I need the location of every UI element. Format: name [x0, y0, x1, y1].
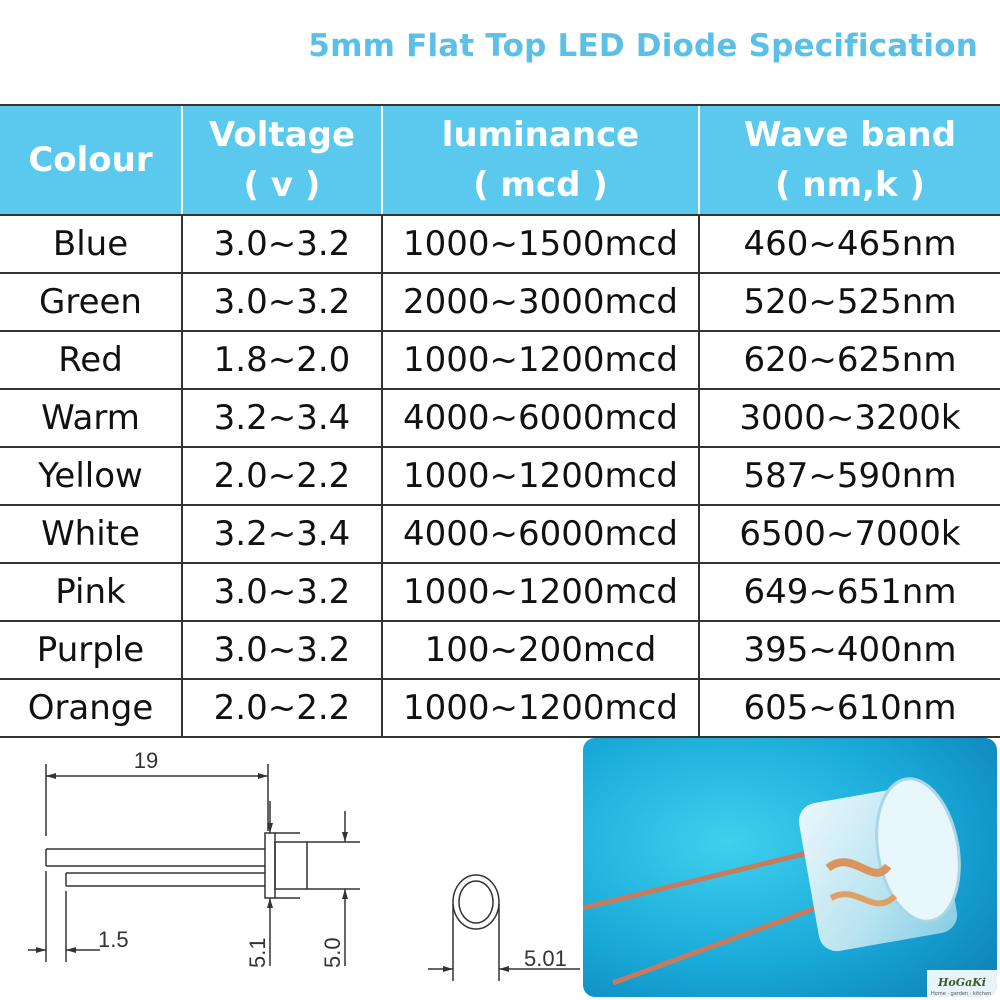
spec-table: Colour Voltage ( v ) luminance ( mcd ) W… [0, 104, 1000, 738]
cell-voltage: 2.0~2.2 [181, 447, 382, 506]
cell-voltage: 3.2~3.4 [181, 505, 382, 564]
table-row: Orange 2.0~2.2 1000~1200mcd 605~610nm [0, 679, 1000, 738]
cell-wave-band: 460~465nm [698, 215, 1000, 274]
cell-wave-band: 605~610nm [698, 679, 1000, 738]
cell-colour: Warm [0, 389, 182, 448]
header-wave-band: Wave band ( nm,k ) [698, 104, 1000, 216]
dim-body-dia-label: 5.0 [320, 937, 345, 968]
table-row: Green 3.0~3.2 2000~3000mcd 520~525nm [0, 273, 1000, 332]
table-row: White 3.2~3.4 4000~6000mcd 6500~7000k [0, 505, 1000, 564]
product-photo: HoGaKi Home · garden · kitchen [583, 738, 997, 997]
cell-colour: Blue [0, 215, 182, 274]
dim-pin-offset-label: 1.5 [98, 927, 129, 952]
table-row: Purple 3.0~3.2 100~200mcd 395~400nm [0, 621, 1000, 680]
header-row: Colour Voltage ( v ) luminance ( mcd ) W… [0, 104, 1000, 216]
cell-voltage: 3.0~3.2 [181, 563, 382, 622]
dimension-drawing: 19 1.5 5.01 5.1 5.0 [28, 748, 580, 981]
cell-luminance: 100~200mcd [381, 621, 699, 680]
cell-colour: Yellow [0, 447, 182, 506]
cell-colour: Orange [0, 679, 182, 738]
cell-voltage: 3.0~3.2 [181, 215, 382, 274]
header-voltage: Voltage ( v ) [181, 104, 382, 216]
svg-text:Home · garden · kitchen: Home · garden · kitchen [931, 991, 991, 997]
cell-voltage: 1.8~2.0 [181, 331, 382, 390]
cell-voltage: 3.0~3.2 [181, 621, 382, 680]
table-row: Warm 3.2~3.4 4000~6000mcd 3000~3200k [0, 389, 1000, 448]
cell-wave-band: 520~525nm [698, 273, 1000, 332]
cell-colour: Pink [0, 563, 182, 622]
cell-wave-band: 587~590nm [698, 447, 1000, 506]
table-row: Blue 3.0~3.2 1000~1500mcd 460~465nm [0, 215, 1000, 274]
cell-wave-band: 620~625nm [698, 331, 1000, 390]
table-row: Yellow 2.0~2.2 1000~1200mcd 587~590nm [0, 447, 1000, 506]
cell-colour: White [0, 505, 182, 564]
cell-luminance: 1000~1200mcd [381, 447, 699, 506]
cell-wave-band: 3000~3200k [698, 389, 1000, 448]
cell-luminance: 1000~1200mcd [381, 563, 699, 622]
cell-luminance: 4000~6000mcd [381, 389, 699, 448]
page-title: 5mm Flat Top LED Diode Specification [308, 28, 978, 64]
cell-luminance: 2000~3000mcd [381, 273, 699, 332]
cell-wave-band: 649~651nm [698, 563, 1000, 622]
brand-logo: HoGaKi Home · garden · kitchen [927, 970, 997, 997]
cell-voltage: 3.2~3.4 [181, 389, 382, 448]
cell-colour: Green [0, 273, 182, 332]
dim-flange-dia-label: 5.1 [245, 937, 270, 968]
cell-luminance: 1000~1200mcd [381, 679, 699, 738]
table-row: Red 1.8~2.0 1000~1200mcd 620~625nm [0, 331, 1000, 390]
cell-colour: Red [0, 331, 182, 390]
led-photo-image: HoGaKi Home · garden · kitchen [583, 738, 997, 997]
cell-luminance: 4000~6000mcd [381, 505, 699, 564]
cell-voltage: 3.0~3.2 [181, 273, 382, 332]
cell-luminance: 1000~1200mcd [381, 331, 699, 390]
svg-text:HoGaKi: HoGaKi [937, 976, 986, 989]
cell-wave-band: 6500~7000k [698, 505, 1000, 564]
cell-luminance: 1000~1500mcd [381, 215, 699, 274]
cell-colour: Purple [0, 621, 182, 680]
dim-length-label: 19 [134, 748, 158, 773]
header-luminance: luminance ( mcd ) [381, 104, 699, 216]
header-colour: Colour [0, 104, 182, 216]
dim-top-dia-label: 5.01 [524, 946, 567, 971]
table-row: Pink 3.0~3.2 1000~1200mcd 649~651nm [0, 563, 1000, 622]
led-body [798, 777, 961, 952]
cell-wave-band: 395~400nm [698, 621, 1000, 680]
cell-voltage: 2.0~2.2 [181, 679, 382, 738]
